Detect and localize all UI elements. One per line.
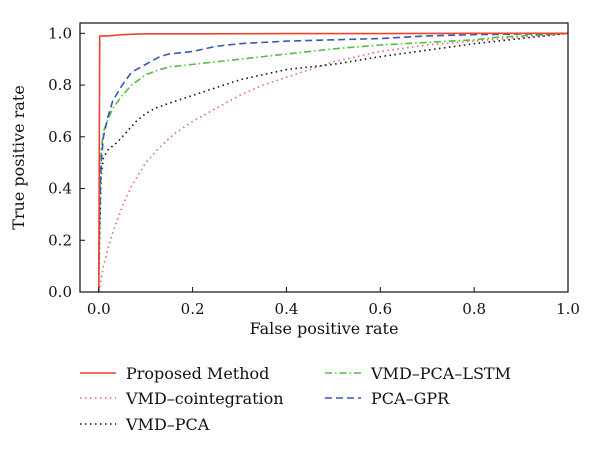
x-tick-label-1: 0.2 <box>181 300 205 318</box>
x-tick-label-0: 0.0 <box>87 300 111 318</box>
x-axis-label: False positive rate <box>250 319 399 338</box>
legend-label-2: VMD–PCA <box>125 415 210 434</box>
series-line-0 <box>97 32 568 293</box>
x-tick-label-4: 0.8 <box>462 300 486 318</box>
x-tick-label-5: 1.0 <box>556 300 580 318</box>
y-tick-label-4: 0.8 <box>48 76 72 94</box>
ticks-layer: 0.0 0.2 0.4 0.6 0.8 1.0 0.0 0.2 0.4 0.6 0.8 1.0 <box>48 24 580 318</box>
legend-label-3: VMD–PCA–LSTM <box>370 364 511 383</box>
y-tick-label-5: 1.0 <box>48 24 72 42</box>
x-tick-label-3: 0.6 <box>368 300 392 318</box>
series-line-4 <box>97 32 569 272</box>
series-line-2 <box>97 32 569 280</box>
series-line-1 <box>97 32 569 293</box>
y-axis-label: True positive rate <box>9 85 28 230</box>
y-tick-label-0: 0.0 <box>48 283 72 301</box>
x-tick-label-2: 0.4 <box>275 300 299 318</box>
plot-frame <box>79 22 569 293</box>
legend-label-1: VMD–cointegration <box>125 389 284 408</box>
y-tick-label-3: 0.6 <box>48 128 72 146</box>
legend-label-0: Proposed Method <box>126 364 269 383</box>
series-line-3 <box>97 32 569 261</box>
y-tick-label-2: 0.4 <box>48 180 72 198</box>
y-tick-label-1: 0.2 <box>48 231 72 249</box>
legend-label-4: PCA–GPR <box>371 389 450 408</box>
series-layer <box>97 32 569 293</box>
legend: Proposed Method VMD–cointegration VMD–PCA V… <box>80 364 511 434</box>
